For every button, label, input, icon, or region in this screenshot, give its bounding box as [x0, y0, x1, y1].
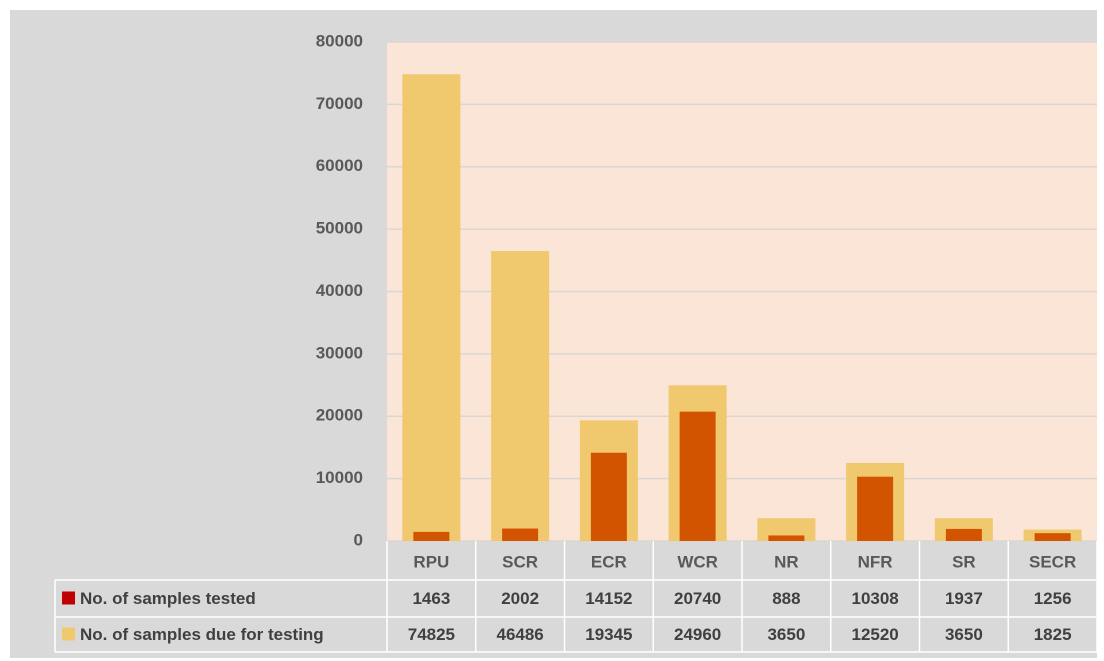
- bar: [679, 411, 716, 541]
- legend-key: [62, 591, 75, 605]
- y-tick-label: 70000: [316, 94, 363, 113]
- table-value: 46486: [496, 625, 543, 644]
- x-tick-label: RPU: [413, 552, 449, 571]
- x-tick-label: NR: [774, 552, 799, 571]
- y-tick-label: 10000: [316, 468, 363, 487]
- table-value: 1825: [1034, 625, 1072, 644]
- y-tick-label: 0: [354, 530, 363, 549]
- table-value: 20740: [674, 589, 721, 608]
- bar: [1034, 533, 1071, 541]
- y-tick-label: 20000: [316, 406, 363, 425]
- y-tick-label: 40000: [316, 281, 363, 300]
- table-value: 3650: [767, 625, 805, 644]
- legend-key: [62, 627, 75, 641]
- bar: [757, 518, 816, 541]
- bar: [502, 528, 539, 541]
- x-tick-label: NFR: [858, 552, 893, 571]
- y-tick-label: 60000: [316, 156, 363, 175]
- x-tick-label: WCR: [677, 552, 718, 571]
- table-value: 12520: [851, 625, 898, 644]
- y-tick-label: 30000: [316, 343, 363, 362]
- table-value: 3650: [945, 625, 983, 644]
- bar: [945, 528, 982, 541]
- x-tick-label: SECR: [1029, 552, 1076, 571]
- bar: [413, 531, 450, 541]
- table-value: 14152: [585, 589, 632, 608]
- bar: [491, 251, 550, 541]
- table-value: 1256: [1034, 589, 1072, 608]
- table-value: 24960: [674, 625, 721, 644]
- table-value: 74825: [408, 625, 455, 644]
- bar: [768, 535, 805, 541]
- x-tick-label: SR: [952, 552, 976, 571]
- bar: [402, 74, 461, 542]
- y-tick-label: 80000: [316, 31, 363, 50]
- legend-label: No. of samples due for testing: [80, 625, 324, 644]
- bar: [590, 452, 627, 541]
- legend-label: No. of samples tested: [80, 589, 256, 608]
- bar: [857, 476, 894, 541]
- table-value: 2002: [501, 589, 539, 608]
- table-value: 888: [772, 589, 800, 608]
- y-tick-label: 50000: [316, 219, 363, 238]
- table-value: 1463: [412, 589, 450, 608]
- x-tick-label: ECR: [591, 552, 627, 571]
- table-value: 1937: [945, 589, 983, 608]
- table-value: 19345: [585, 625, 632, 644]
- x-tick-label: SCR: [502, 552, 538, 571]
- table-value: 10308: [851, 589, 898, 608]
